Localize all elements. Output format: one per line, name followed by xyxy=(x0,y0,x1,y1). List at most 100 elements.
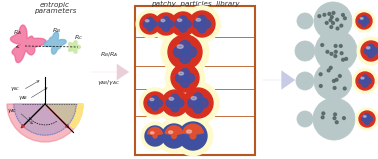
Circle shape xyxy=(182,75,188,81)
Circle shape xyxy=(313,98,355,140)
Circle shape xyxy=(334,45,337,47)
Ellipse shape xyxy=(147,17,153,24)
FancyArrowPatch shape xyxy=(263,70,295,90)
Ellipse shape xyxy=(175,99,184,107)
Circle shape xyxy=(190,133,196,139)
Circle shape xyxy=(343,87,346,90)
Polygon shape xyxy=(44,32,66,54)
Ellipse shape xyxy=(362,116,367,122)
Circle shape xyxy=(150,8,182,40)
Ellipse shape xyxy=(180,69,189,78)
Circle shape xyxy=(183,88,213,118)
Text: $\gamma_{AC}$: $\gamma_{AC}$ xyxy=(7,107,17,115)
Text: $\gamma_{BC}$: $\gamma_{BC}$ xyxy=(10,85,20,93)
Wedge shape xyxy=(14,104,76,135)
Ellipse shape xyxy=(198,15,206,24)
Circle shape xyxy=(319,85,322,87)
Text: entropic: entropic xyxy=(40,2,70,8)
Ellipse shape xyxy=(363,116,366,117)
Text: $R_B/R_A$: $R_B/R_A$ xyxy=(100,50,118,59)
Circle shape xyxy=(333,117,336,120)
Circle shape xyxy=(342,14,344,16)
Text: $R_B$: $R_B$ xyxy=(52,26,61,35)
Ellipse shape xyxy=(166,99,175,107)
Circle shape xyxy=(332,12,335,14)
Circle shape xyxy=(344,17,346,20)
Ellipse shape xyxy=(361,77,364,79)
Circle shape xyxy=(335,121,338,124)
Circle shape xyxy=(148,22,152,26)
Ellipse shape xyxy=(175,20,183,28)
Circle shape xyxy=(356,13,372,29)
Circle shape xyxy=(359,111,375,127)
Ellipse shape xyxy=(174,46,184,58)
Circle shape xyxy=(176,81,220,125)
Ellipse shape xyxy=(159,20,166,28)
Circle shape xyxy=(363,79,367,83)
Circle shape xyxy=(333,86,336,89)
Text: $\gamma_{AB}$: $\gamma_{AB}$ xyxy=(18,94,28,102)
Wedge shape xyxy=(183,124,203,135)
Circle shape xyxy=(329,19,332,22)
Circle shape xyxy=(342,117,345,120)
Circle shape xyxy=(172,134,177,138)
Circle shape xyxy=(140,14,160,34)
Circle shape xyxy=(330,16,333,18)
Ellipse shape xyxy=(193,93,203,103)
Ellipse shape xyxy=(171,103,179,112)
Ellipse shape xyxy=(147,24,153,31)
Ellipse shape xyxy=(177,45,183,48)
Ellipse shape xyxy=(186,46,197,58)
Circle shape xyxy=(155,13,177,35)
Ellipse shape xyxy=(180,78,189,87)
Circle shape xyxy=(321,116,324,119)
Circle shape xyxy=(318,15,321,17)
Circle shape xyxy=(139,87,171,119)
Circle shape xyxy=(342,58,344,61)
Ellipse shape xyxy=(163,17,170,24)
Circle shape xyxy=(333,80,335,82)
Ellipse shape xyxy=(171,94,179,103)
Circle shape xyxy=(162,90,188,116)
Ellipse shape xyxy=(362,75,368,81)
Ellipse shape xyxy=(191,97,197,100)
Wedge shape xyxy=(148,128,163,135)
Circle shape xyxy=(195,100,201,106)
Circle shape xyxy=(162,124,186,148)
Circle shape xyxy=(336,18,339,21)
Ellipse shape xyxy=(152,96,159,103)
Circle shape xyxy=(325,21,328,24)
Circle shape xyxy=(356,72,374,90)
Ellipse shape xyxy=(366,47,370,49)
Ellipse shape xyxy=(180,52,191,63)
Circle shape xyxy=(314,62,352,100)
Circle shape xyxy=(328,13,331,15)
Ellipse shape xyxy=(150,98,154,101)
Circle shape xyxy=(153,101,157,105)
Text: $\gamma_{AB}/\gamma_{AC}$: $\gamma_{AB}/\gamma_{AC}$ xyxy=(97,78,121,87)
Circle shape xyxy=(362,19,366,23)
Ellipse shape xyxy=(155,99,163,107)
Ellipse shape xyxy=(364,18,369,24)
Circle shape xyxy=(168,35,202,69)
Circle shape xyxy=(352,9,376,33)
Circle shape xyxy=(144,92,166,114)
Ellipse shape xyxy=(362,81,368,87)
Ellipse shape xyxy=(198,24,206,33)
Ellipse shape xyxy=(193,20,202,28)
Circle shape xyxy=(369,49,373,53)
Ellipse shape xyxy=(143,21,150,27)
Ellipse shape xyxy=(180,41,191,52)
Circle shape xyxy=(321,44,324,46)
Ellipse shape xyxy=(365,78,371,84)
Circle shape xyxy=(297,111,313,127)
Circle shape xyxy=(160,27,210,77)
Ellipse shape xyxy=(187,130,192,133)
Ellipse shape xyxy=(175,73,184,83)
Circle shape xyxy=(332,22,335,24)
Ellipse shape xyxy=(179,16,187,24)
Polygon shape xyxy=(68,41,81,53)
Circle shape xyxy=(322,112,325,115)
Circle shape xyxy=(355,107,378,131)
Circle shape xyxy=(345,58,347,60)
